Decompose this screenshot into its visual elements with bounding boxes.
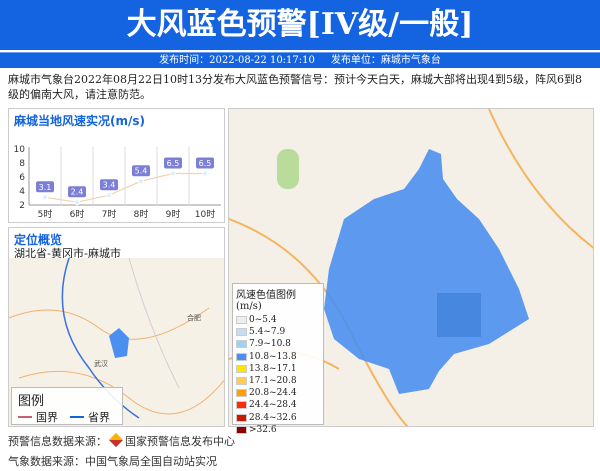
legend-label: 17.1~20.8	[249, 376, 297, 387]
legend-swatch	[236, 364, 247, 373]
wind-color-legend: 风速色值图例 (m/s) 0~5.4 5.4~7.9 7.9~10.8 10.8~13…	[232, 283, 324, 435]
y-tick-label: 2	[19, 201, 25, 211]
wind-chart: 2 4 6 8 10 3.1 5时 2.4 6时 3.4 7时 5.4 8时 6.5 9时 6.5 10时	[14, 145, 221, 220]
data-point	[170, 170, 176, 177]
data-point	[42, 194, 48, 201]
legend-swatch	[236, 352, 247, 361]
legend-item: 13.8~17.1	[236, 363, 320, 375]
legend-item: 0~5.4	[236, 314, 320, 326]
legend-swatch	[236, 328, 247, 337]
data-label-box	[36, 181, 54, 193]
national-border-swatch	[18, 416, 32, 418]
legend-label: 13.8~17.1	[249, 363, 297, 374]
data-label: 5.4	[135, 167, 148, 176]
x-tick-label: 10时	[195, 208, 215, 220]
wuhan-label: 武汉	[94, 359, 108, 368]
data-label-box	[132, 165, 150, 177]
warning-center-logo-icon	[108, 432, 124, 448]
data-label-box	[68, 186, 86, 198]
provincial-border-label: 省界	[88, 411, 110, 424]
y-tick-label: 8	[19, 159, 25, 169]
legend-label: 10.8~13.8	[249, 351, 297, 362]
legend-swatch	[236, 316, 247, 325]
wind-legend-title: 风速色值图例 (m/s)	[236, 290, 296, 312]
chart-title: 麻城当地风速实况(m/s)	[14, 114, 145, 128]
x-tick-label: 7时	[102, 208, 117, 220]
national-border-label: 国界	[36, 411, 58, 424]
legend-item: 17.1~20.8	[236, 375, 320, 387]
legend-item: 24.4~28.4	[236, 399, 320, 411]
x-tick-label: 9时	[166, 208, 181, 220]
legend-label: 20.8~24.4	[249, 388, 297, 399]
warning-source: 预警信息数据来源： 国家预警信息发布中心	[8, 432, 235, 449]
data-label: 3.4	[103, 181, 116, 190]
y-tick-label: 6	[19, 173, 25, 183]
legend-swatch	[236, 389, 247, 398]
data-point	[74, 199, 80, 206]
wind-chart-panel: 麻城当地风速实况(m/s) 2 4 6 8 10 3.1 5时 2.4 6时 3.4 7时 5.4 8时…	[8, 108, 225, 223]
data-label: 3.1	[39, 183, 52, 192]
legend-item: 10.8~13.8	[236, 351, 320, 363]
provincial-border-swatch	[70, 416, 84, 418]
legend-item: >32.6	[236, 424, 320, 436]
data-label: 6.5	[199, 159, 212, 168]
series-line	[44, 172, 205, 203]
warning-area	[324, 149, 529, 394]
data-point	[138, 178, 144, 185]
legend-swatch	[236, 377, 247, 386]
map-legend-title: 图例	[18, 394, 45, 409]
macheng-region	[109, 328, 129, 358]
data-point	[202, 170, 208, 177]
meta-bar: 发布时间：2022-08-22 10:17:10 发布单位：麻城市气象台	[0, 52, 600, 68]
legend-swatch	[236, 340, 247, 349]
legend-label: 5.4~7.9	[249, 327, 286, 338]
warning-source-name[interactable]: 国家预警信息发布中心	[125, 435, 235, 448]
data-label: 2.4	[71, 188, 84, 197]
warning-source-label: 预警信息数据来源：	[8, 435, 107, 448]
legend-item: 28.4~32.6	[236, 412, 320, 424]
legend-item: 20.8~24.4	[236, 387, 320, 399]
data-label-box	[100, 179, 118, 191]
overview-map-legend: 图例 国界 省界	[11, 387, 123, 425]
legend-label: 0~5.4	[249, 315, 277, 326]
weather-source: 气象数据来源：中国气象局全国自动站实况	[8, 455, 217, 468]
y-tick-label: 10	[14, 145, 26, 155]
warning-description: 麻城市气象台2022年08月22日10时13分发布大风蓝色预警信号：预计今天白天…	[8, 73, 582, 101]
x-tick-label: 8时	[134, 208, 149, 220]
data-point	[106, 192, 112, 199]
legend-item: 7.9~10.8	[236, 338, 320, 350]
legend-label: >32.6	[249, 424, 277, 435]
publish-time: 发布时间：2022-08-22 10:17:10	[159, 55, 315, 66]
data-label: 6.5	[167, 159, 180, 168]
legend-swatch	[236, 413, 247, 422]
legend-label: 24.4~28.4	[249, 400, 297, 411]
hefei-label: 合肥	[187, 313, 201, 322]
legend-label: 7.9~10.8	[249, 339, 291, 350]
data-label-box	[196, 157, 214, 169]
publisher: 发布单位：麻城市气象台	[330, 55, 441, 66]
legend-label: 28.4~32.6	[249, 412, 297, 423]
legend-swatch	[236, 401, 247, 410]
legend-swatch	[236, 425, 247, 434]
page-title: 大风蓝色预警[IV级/一般]	[0, 0, 600, 50]
location-path: 湖北省-黄冈市-麻城市	[14, 247, 121, 260]
data-label-box	[164, 157, 182, 169]
y-tick-label: 4	[19, 187, 25, 197]
location-title: 定位概览	[14, 233, 63, 247]
legend-item: 5.4~7.9	[236, 326, 320, 338]
x-tick-label: 5时	[38, 208, 53, 220]
x-tick-label: 6时	[70, 208, 85, 220]
